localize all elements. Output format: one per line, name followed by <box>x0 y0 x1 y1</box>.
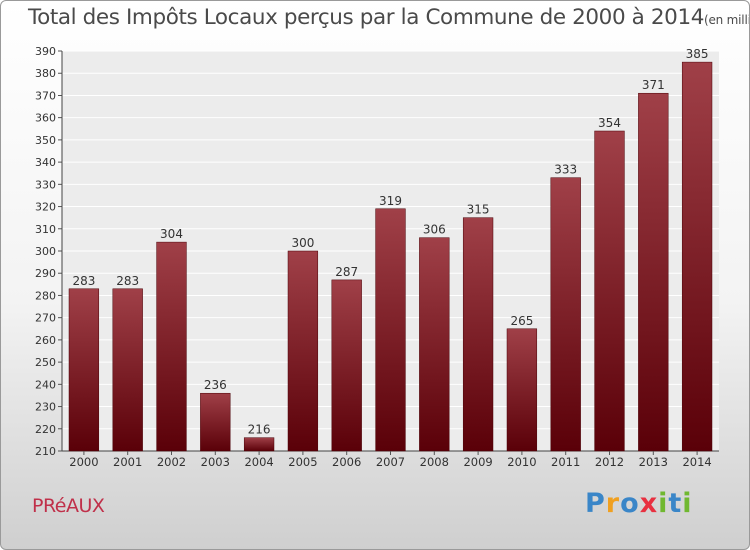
y-tick-label: 360 <box>35 112 56 125</box>
y-tick-label: 280 <box>35 289 56 302</box>
bar-2011 <box>550 177 581 452</box>
y-tick-label: 250 <box>35 356 56 369</box>
x-tick-label-2014: 2014 <box>682 455 711 469</box>
logo-letter: o <box>620 488 640 519</box>
data-label-2005: 300 <box>291 236 314 250</box>
x-tick-label-2011: 2011 <box>551 455 580 469</box>
bar-2007 <box>375 208 406 452</box>
bar-2003 <box>200 392 231 452</box>
y-tick-label: 330 <box>35 178 56 191</box>
data-label-2012: 354 <box>598 116 621 130</box>
bar-2006 <box>331 279 362 452</box>
x-tick-label-2000: 2000 <box>69 455 98 469</box>
data-label-2014: 385 <box>686 47 709 61</box>
logo-letter: x <box>639 488 659 519</box>
y-tick-label: 260 <box>35 334 56 347</box>
x-tick-label-2012: 2012 <box>595 455 624 469</box>
y-tick-label: 240 <box>35 378 56 391</box>
bar-2000 <box>68 288 100 452</box>
y-tick-label: 210 <box>35 445 56 458</box>
data-label-2007: 319 <box>379 194 402 208</box>
x-tick-label-2007: 2007 <box>376 455 405 469</box>
bar-2009 <box>462 217 494 452</box>
chart-unit-label: (en milliers d'€) <box>704 13 749 27</box>
y-tick-label: 390 <box>35 45 56 58</box>
logo-letter: i <box>658 488 669 519</box>
y-tick-label: 340 <box>35 156 56 169</box>
x-tick-label-2003: 2003 <box>201 455 230 469</box>
bar-2013 <box>638 92 669 452</box>
x-tick-label-2009: 2009 <box>463 455 492 469</box>
data-label-2003: 236 <box>204 378 227 392</box>
bar-2012 <box>594 130 625 452</box>
y-tick-label: 320 <box>35 201 56 214</box>
x-tick-label-2002: 2002 <box>157 455 186 469</box>
bar-2010 <box>506 328 538 452</box>
logo-letter: i <box>682 488 693 519</box>
data-label-2013: 371 <box>642 78 665 92</box>
logo-letter: P <box>585 488 606 519</box>
bar-2008 <box>419 237 450 452</box>
bar-2005 <box>287 250 319 452</box>
y-tick-label: 370 <box>35 89 56 102</box>
data-label-2010: 265 <box>510 314 533 328</box>
y-tick-label: 380 <box>35 67 56 80</box>
data-label-2008: 306 <box>423 223 446 237</box>
x-tick-label-2010: 2010 <box>507 455 536 469</box>
y-tick-label: 300 <box>35 245 56 258</box>
commune-name: PRéAUX <box>32 495 105 517</box>
y-tick-label: 270 <box>35 312 56 325</box>
data-label-2011: 333 <box>554 163 577 177</box>
data-label-2006: 287 <box>335 265 358 279</box>
y-tick-label: 230 <box>35 401 56 414</box>
proxiti-logo: Proxiti <box>585 488 693 519</box>
logo-letter: t <box>668 488 683 519</box>
logo-letter: r <box>605 488 621 519</box>
data-label-2002: 304 <box>160 227 183 241</box>
chart-title-row: Total des Impôts Locaux perçus par la Co… <box>28 5 749 30</box>
bar-2014 <box>681 61 713 452</box>
chart-title: Total des Impôts Locaux perçus par la Co… <box>28 5 704 30</box>
y-tick-label: 310 <box>35 223 56 236</box>
x-tick-label-2013: 2013 <box>639 455 668 469</box>
x-tick-label-2001: 2001 <box>113 455 142 469</box>
x-tick-label-2005: 2005 <box>288 455 317 469</box>
y-tick-label: 350 <box>35 134 56 147</box>
y-tick-label: 220 <box>35 423 56 436</box>
data-label-2001: 283 <box>116 274 139 288</box>
data-label-2004: 216 <box>248 423 271 437</box>
x-tick-label-2004: 2004 <box>244 455 273 469</box>
bar-2004 <box>243 437 275 452</box>
x-tick-label-2006: 2006 <box>332 455 361 469</box>
y-tick-label: 290 <box>35 267 56 280</box>
bar-2001 <box>112 288 143 452</box>
data-label-2009: 315 <box>467 203 490 217</box>
x-tick-label-2008: 2008 <box>420 455 449 469</box>
data-label-2000: 283 <box>72 274 95 288</box>
bar-2002 <box>156 241 187 452</box>
